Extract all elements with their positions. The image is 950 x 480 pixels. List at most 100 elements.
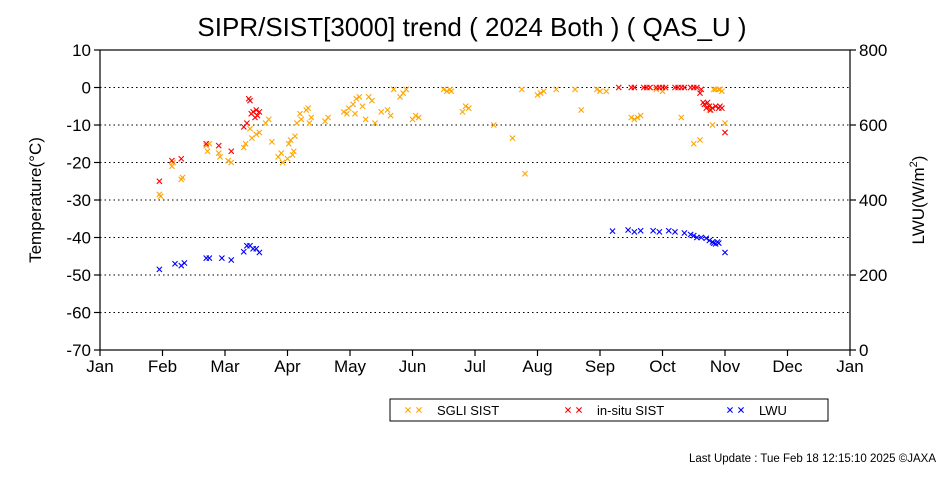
y-tick-label: -40 bbox=[66, 229, 91, 248]
x-tick-label: Jun bbox=[399, 357, 426, 376]
sgli-sist-point bbox=[372, 120, 378, 127]
legend-marker bbox=[405, 407, 411, 413]
lwu-point bbox=[687, 231, 694, 238]
sgli-sist-point bbox=[537, 90, 544, 97]
sgli-sist-point bbox=[715, 86, 722, 93]
sgli-sist-point bbox=[325, 114, 332, 121]
insitu-sist-point bbox=[243, 120, 250, 127]
sgli-sist-point bbox=[352, 110, 358, 117]
lwu-point bbox=[710, 240, 717, 247]
sgli-sist-point bbox=[603, 88, 610, 95]
sgli-sist-point bbox=[356, 93, 363, 100]
data-points bbox=[156, 84, 728, 273]
sgli-sist-point bbox=[292, 133, 298, 140]
sgli-sist-point bbox=[678, 114, 685, 121]
insitu-sist-point bbox=[631, 84, 638, 91]
sgli-sist-point bbox=[637, 112, 644, 119]
sgli-sist-point bbox=[297, 110, 303, 117]
y2-axis-label: LWU(W/m2) bbox=[908, 156, 928, 245]
x-tick-label: Jan bbox=[836, 357, 863, 376]
sgli-sist-point bbox=[718, 88, 725, 95]
sgli-sist-point bbox=[462, 103, 469, 110]
lwu-point bbox=[181, 260, 188, 266]
sgli-sist-point bbox=[203, 142, 210, 149]
sgli-sist-point bbox=[540, 88, 547, 95]
sgli-sist-point bbox=[448, 88, 455, 95]
sgli-sist-point bbox=[343, 110, 350, 117]
chart-title: SIPR/SIST[3000] trend ( 2024 Both ) ( QA… bbox=[197, 12, 746, 42]
y2-tick-label: 200 bbox=[859, 266, 887, 285]
sgli-sist-point bbox=[378, 108, 385, 115]
insitu-sist-point bbox=[712, 103, 719, 110]
legend-box bbox=[389, 398, 829, 422]
y-tick-label: -30 bbox=[66, 191, 91, 210]
y2-axis-label-main: LWU(W/m bbox=[909, 167, 928, 244]
sgli-sist-point bbox=[240, 144, 247, 151]
lwu-point bbox=[690, 232, 697, 239]
sgli-sist-point bbox=[722, 120, 728, 127]
y-tick-label: 10 bbox=[72, 41, 91, 60]
lwu-point bbox=[631, 228, 638, 235]
legend-item-insitu-sist: in-situ SIST bbox=[565, 403, 664, 418]
legend-label: LWU bbox=[759, 403, 787, 418]
y2-axis-label-superscript: 2 bbox=[908, 161, 920, 167]
lwu-point bbox=[172, 260, 178, 267]
insitu-sist-point bbox=[215, 142, 222, 149]
legend-marker bbox=[576, 407, 582, 413]
footer: Last Update : Tue Feb 18 12:15:10 2025 ©… bbox=[689, 453, 936, 465]
sgli-sist-point bbox=[215, 150, 222, 157]
insitu-sist-point bbox=[662, 84, 669, 91]
lwu-point bbox=[698, 234, 705, 241]
legend-marker bbox=[416, 407, 422, 413]
insitu-sist-point bbox=[701, 101, 708, 108]
y-axis-label: Temperature(°C) bbox=[26, 137, 45, 263]
sgli-sist-point bbox=[384, 107, 391, 113]
sgli-sist-point bbox=[443, 88, 450, 95]
insitu-sist-point bbox=[203, 140, 210, 147]
insitu-sist-point bbox=[693, 84, 700, 91]
sgli-sist-point bbox=[690, 140, 697, 147]
lwu-point bbox=[665, 227, 672, 234]
sgli-sist-point bbox=[298, 116, 305, 123]
lwu-point bbox=[693, 234, 700, 241]
legend-marker bbox=[727, 407, 733, 413]
lwu-point bbox=[206, 255, 213, 262]
insitu-sist-point bbox=[722, 129, 728, 136]
sgli-sist-point bbox=[289, 152, 296, 158]
sgli-sist-point bbox=[179, 174, 186, 181]
sgli-sist-point bbox=[459, 108, 466, 115]
x-tick-label: Feb bbox=[148, 357, 177, 376]
x-tick-label: May bbox=[334, 357, 367, 376]
legend-item-lwu: LWU bbox=[727, 403, 787, 418]
sgli-sist-point bbox=[285, 140, 292, 147]
lwu-point bbox=[650, 227, 657, 234]
sgli-sist-point bbox=[362, 116, 369, 123]
insitu-sist-point bbox=[718, 105, 725, 112]
legend: SGLI SIST in-situ SIST LWU bbox=[389, 398, 829, 422]
sgli-sist-point bbox=[278, 150, 285, 157]
insitu-sist-point bbox=[254, 112, 261, 119]
insitu-sist-point bbox=[647, 84, 653, 91]
sgli-sist-point bbox=[368, 97, 375, 104]
x-tick-label: Aug bbox=[522, 357, 552, 376]
last-update-text: Last Update : Tue Feb 18 12:15:10 2025 bbox=[689, 453, 896, 465]
x-tick-label: Dec bbox=[772, 357, 803, 376]
sgli-sist-point bbox=[157, 193, 164, 200]
sgli-sist-point bbox=[572, 86, 578, 93]
axis-ticks: 100-10-20-30-40-50-60-708006004002000Jan… bbox=[66, 41, 887, 376]
legend-marker bbox=[738, 407, 744, 413]
sgli-sist-point bbox=[412, 112, 419, 119]
lwu-point bbox=[256, 249, 263, 256]
lwu-point bbox=[703, 235, 710, 242]
y-tick-label: -10 bbox=[66, 116, 91, 135]
sgli-sist-point bbox=[697, 137, 703, 143]
y-tick-label: -70 bbox=[66, 341, 91, 360]
sgli-sist-point bbox=[359, 103, 366, 110]
sgli-sist-point bbox=[509, 135, 516, 142]
x-tick-label: Sep bbox=[585, 357, 615, 376]
sgli-sist-point bbox=[268, 138, 275, 145]
insitu-sist-point bbox=[681, 84, 688, 91]
y2-tick-label: 800 bbox=[859, 41, 887, 60]
sgli-sist-point bbox=[490, 122, 497, 128]
sgli-sist-point bbox=[710, 86, 717, 93]
